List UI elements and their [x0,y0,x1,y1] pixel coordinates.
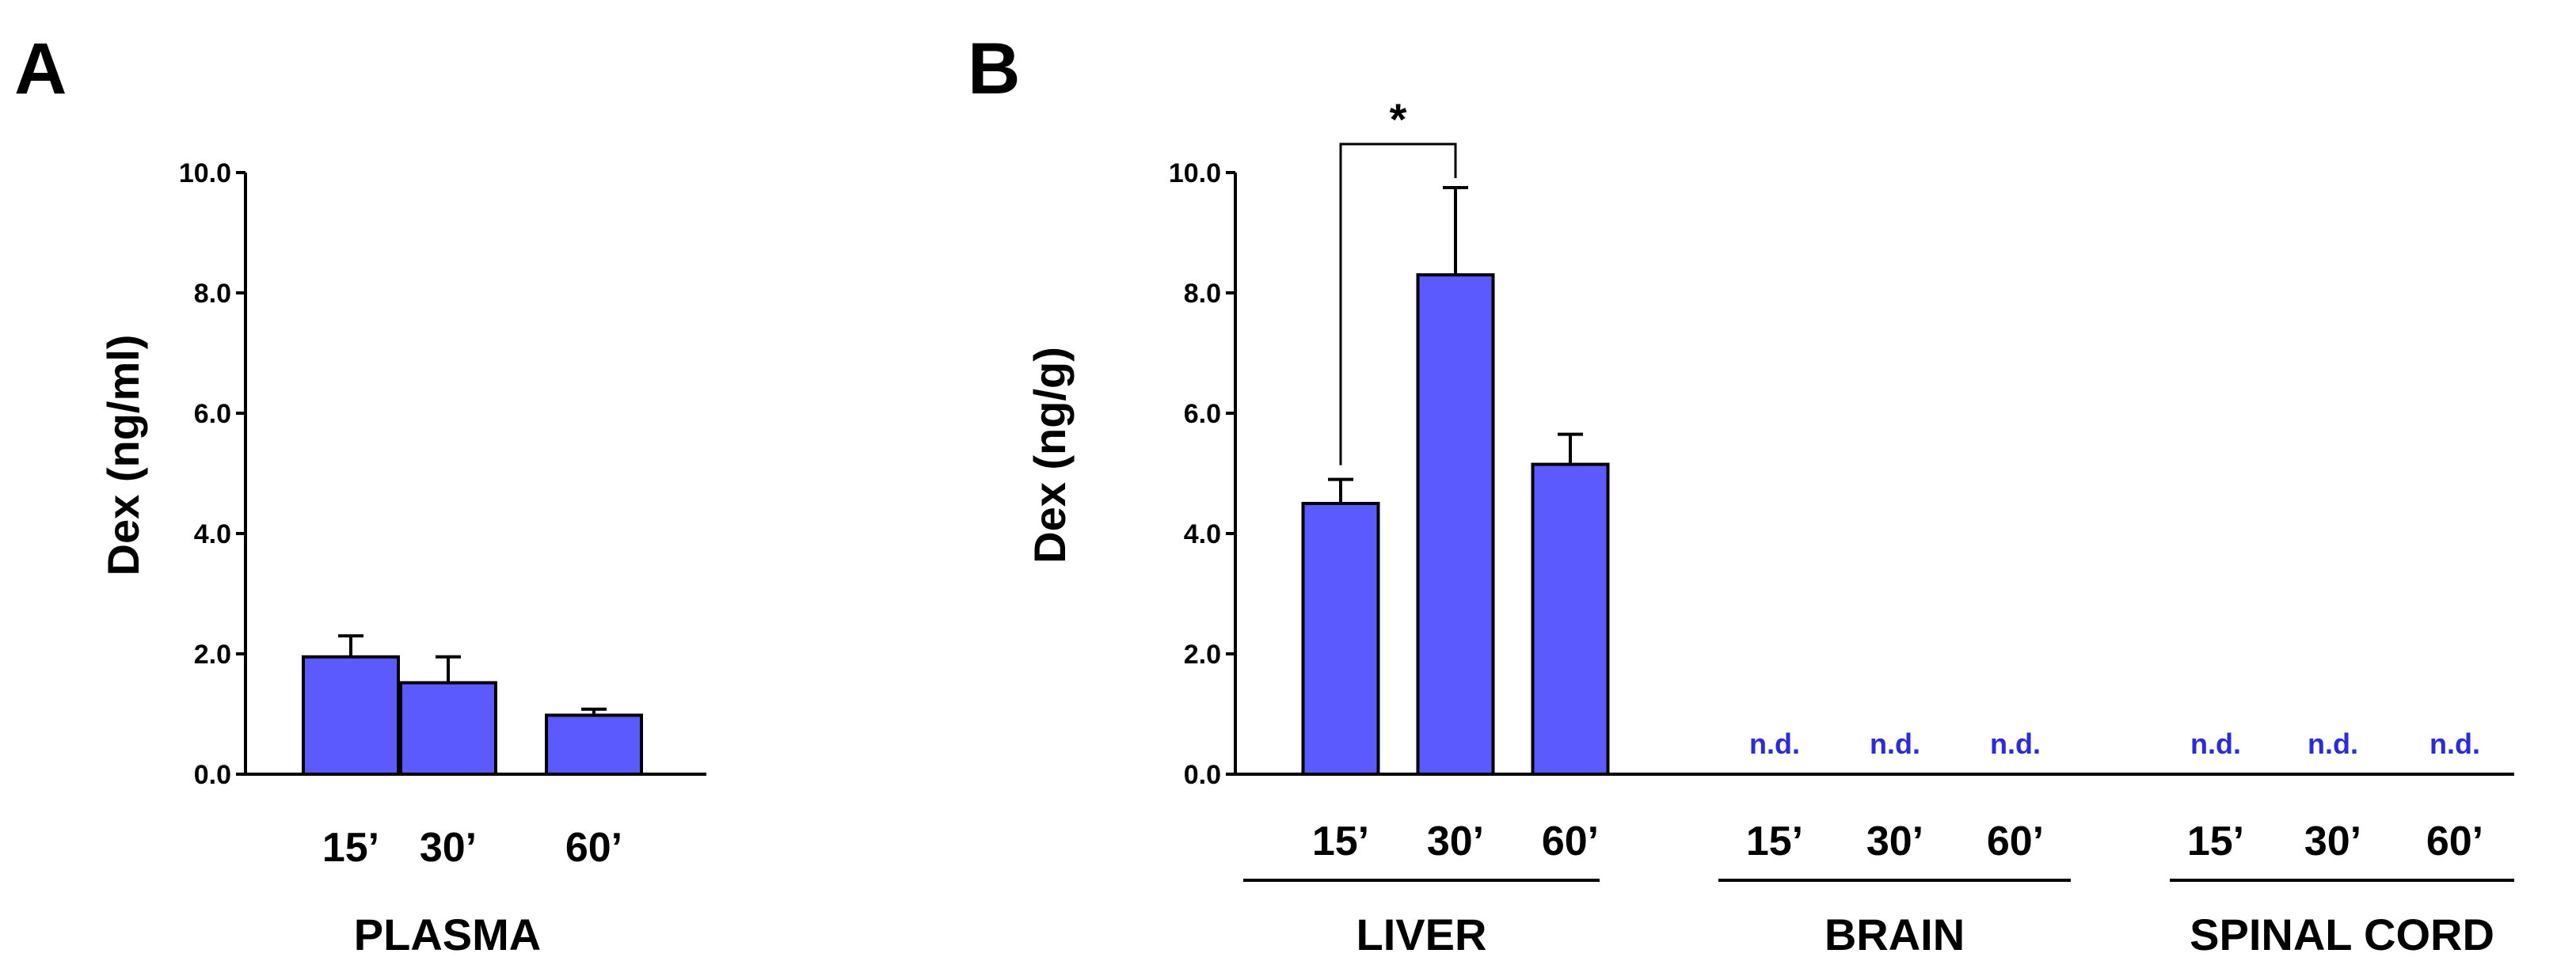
y-tick-label: 0.0 [1184,760,1221,790]
nd-label: n.d. [1990,727,2041,760]
y-tick-label: 2.0 [1184,640,1221,670]
panel-b-group-labels: LIVER BRAIN SPINAL CORD [1356,910,2494,959]
panel-b-not-detected-labels: n.d. n.d. n.d. n.d. n.d. n.d. [1749,727,2480,760]
nd-label: n.d. [2190,727,2241,760]
panel-letter-a: A [14,28,67,109]
x-tick-label: 15’ [1312,819,1369,864]
group-label-brain: BRAIN [1825,910,1965,959]
y-tick-label: 10.0 [1169,158,1221,188]
y-tick-label: 4.0 [1184,519,1221,549]
x-tick-label: 30’ [1427,819,1484,864]
nd-label: n.d. [2430,727,2480,760]
x-tick-label: 60’ [2426,819,2483,864]
x-tick-label: 15’ [2187,819,2244,864]
panel-b-bar [1531,462,1610,776]
group-label-liver: LIVER [1356,910,1487,959]
panel-b-y-axis-title: Dex (ng/g) [1025,347,1075,564]
chart-marks [236,142,2514,882]
x-tick-label: 60’ [565,825,622,871]
panel-letter-b: B [968,28,1020,109]
x-tick-label: 60’ [1987,819,2044,864]
panel-b-category-labels: 15’ 30’ 60’ 15’ 30’ 60’ 15’ 30’ 60’ [1312,819,2483,864]
group-label-spinal-cord: SPINAL CORD [2190,910,2494,959]
panel-a-x-axis-title: PLASMA [354,910,541,959]
significance-bracket [1339,142,1457,465]
panel-a-y-axis-title: Dex (ng/ml) [98,335,148,576]
nd-label: n.d. [1870,727,1920,760]
panel-b-y-ticks: 0.0 2.0 4.0 6.0 8.0 10.0 [1169,158,1221,790]
panel-a-bar [545,713,643,777]
x-tick-label: 15’ [322,825,379,871]
y-tick-label: 6.0 [194,399,231,429]
panel-b-bar [1301,502,1380,776]
panel-a-bar [399,681,497,776]
y-tick-label: 8.0 [1184,279,1221,309]
panel-a-bar [302,655,400,776]
x-tick-label: 15’ [1746,819,1803,864]
y-tick-label: 4.0 [194,519,231,549]
x-tick-label: 30’ [1866,819,1923,864]
panel-a-category-labels: 15’ 30’ 60’ [322,825,622,871]
y-tick-label: 0.0 [194,760,231,790]
panel-b-bar [1416,273,1495,776]
x-tick-label: 30’ [2304,819,2361,864]
y-tick-label: 10.0 [179,158,231,188]
nd-label: n.d. [2308,727,2358,760]
y-tick-label: 6.0 [1184,399,1221,429]
nd-label: n.d. [1749,727,1800,760]
significance-marker: * [1390,94,1407,144]
x-tick-label: 60’ [1542,819,1599,864]
panel-a-y-ticks: 0.0 2.0 4.0 6.0 8.0 10.0 [179,158,231,790]
y-tick-label: 2.0 [194,640,231,670]
x-tick-label: 30’ [420,825,477,871]
y-tick-label: 8.0 [194,279,231,309]
